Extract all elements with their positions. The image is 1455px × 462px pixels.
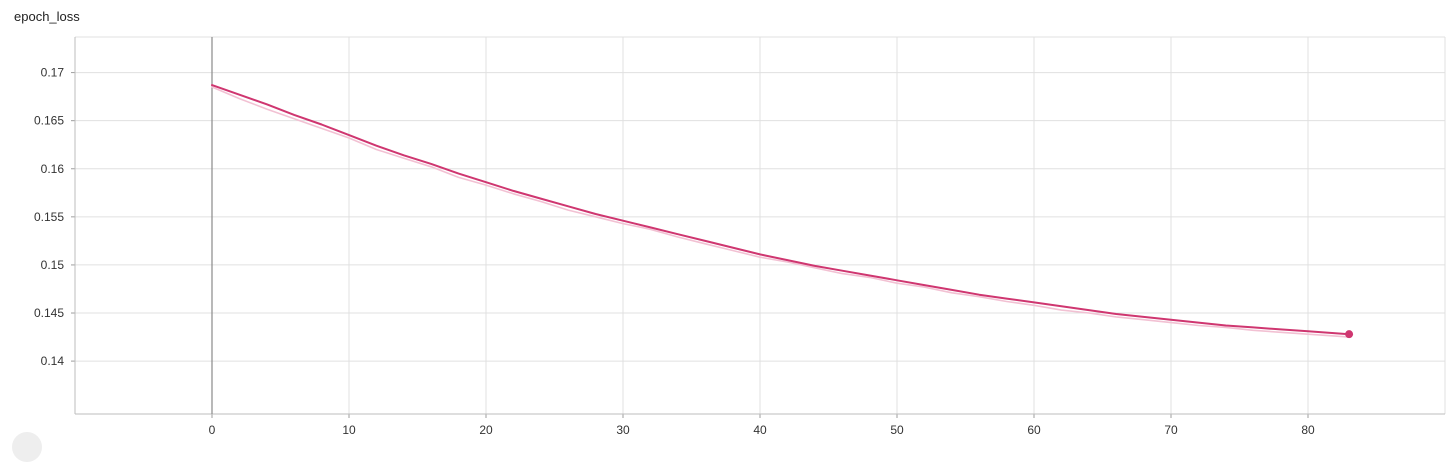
series-lines	[211, 84, 1354, 339]
x-tick-label: 30	[616, 423, 630, 437]
epoch-loss-chart: 0 10 20 30 40 50 60 70 80 0.14 0.145 0.15 0.155 0.16…	[34, 36, 1446, 437]
x-gridlines	[348, 37, 1309, 414]
x-tick-label: 40	[753, 423, 767, 437]
x-tick-label: 10	[342, 423, 356, 437]
y-tick-label: 0.145	[34, 306, 64, 320]
last-point-marker[interactable]	[1345, 330, 1354, 339]
chart-title: epoch_loss	[14, 9, 80, 24]
raw-series-line	[211, 86, 1350, 338]
y-tick-labels: 0.14 0.145 0.15 0.155 0.16 0.165 0.17	[34, 66, 64, 369]
x-tick-label: 70	[1164, 423, 1178, 437]
x-tick-label: 80	[1301, 423, 1315, 437]
x-tick-label: 0	[209, 423, 216, 437]
y-tick-label: 0.14	[41, 354, 65, 368]
axes	[71, 36, 1446, 418]
smoothed-series-line	[211, 84, 1351, 336]
y-tick-label: 0.155	[34, 210, 64, 224]
y-tick-label: 0.165	[34, 114, 64, 128]
x-tick-labels: 0 10 20 30 40 50 60 70 80	[209, 423, 1315, 437]
x-tick-label: 50	[890, 423, 904, 437]
fit-domain-button[interactable]	[12, 432, 42, 462]
y-tick-label: 0.15	[41, 258, 65, 272]
y-tick-label: 0.16	[41, 162, 65, 176]
y-tick-label: 0.17	[41, 66, 65, 80]
x-tick-label: 20	[479, 423, 493, 437]
y-gridlines	[75, 72, 1445, 362]
x-tick-label: 60	[1027, 423, 1041, 437]
